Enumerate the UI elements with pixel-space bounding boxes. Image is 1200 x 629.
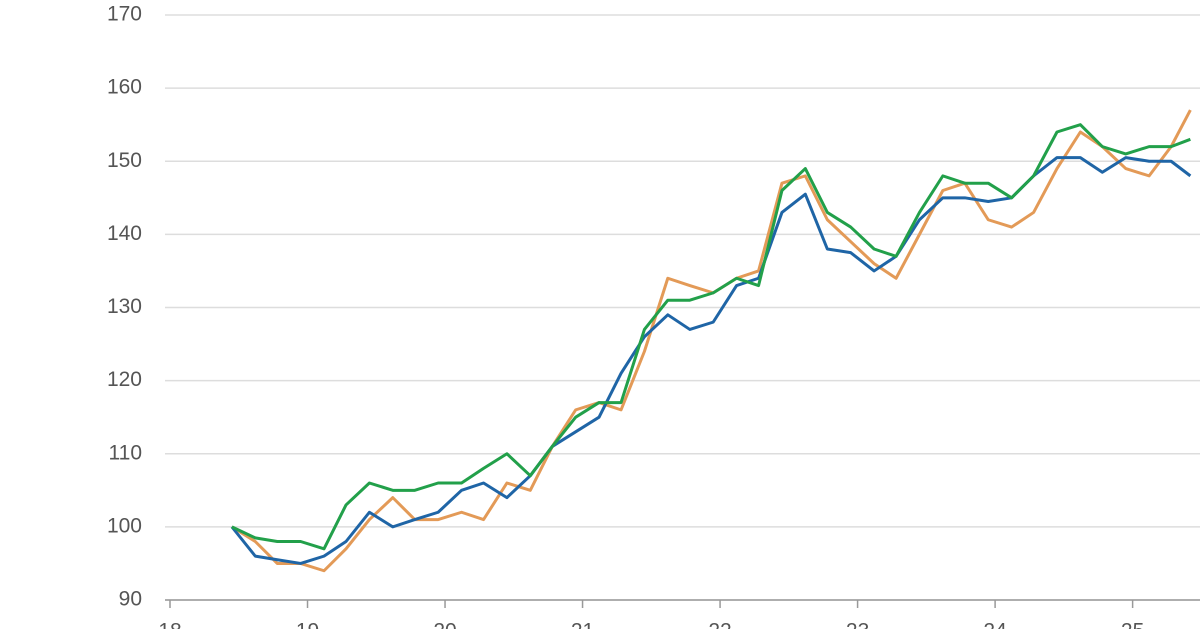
y-tick-label: 110 [109, 441, 142, 464]
x-tick-label: 22 [708, 620, 731, 629]
x-tick-label: 25 [1121, 620, 1144, 629]
x-tick-label: 21 [571, 620, 594, 629]
y-tick-label: 120 [107, 368, 142, 391]
x-tick-label: 24 [983, 620, 1007, 629]
series-line [231, 109, 1192, 573]
x-tick-label: 19 [296, 620, 319, 629]
y-tick-label: 100 [107, 514, 142, 537]
y-tick-label: 150 [107, 149, 142, 172]
series-line [231, 123, 1191, 551]
y-tick-label: 160 [107, 76, 142, 99]
series-line [230, 156, 1192, 565]
y-tick-label: 140 [107, 222, 142, 245]
y-tick-label: 130 [107, 295, 142, 318]
y-tick-label: 90 [119, 588, 142, 611]
x-tick-label: 20 [433, 620, 456, 629]
x-tick-label: 18 [158, 620, 181, 629]
y-tick-label: 170 [107, 3, 142, 26]
x-tick-label: 23 [846, 620, 869, 629]
